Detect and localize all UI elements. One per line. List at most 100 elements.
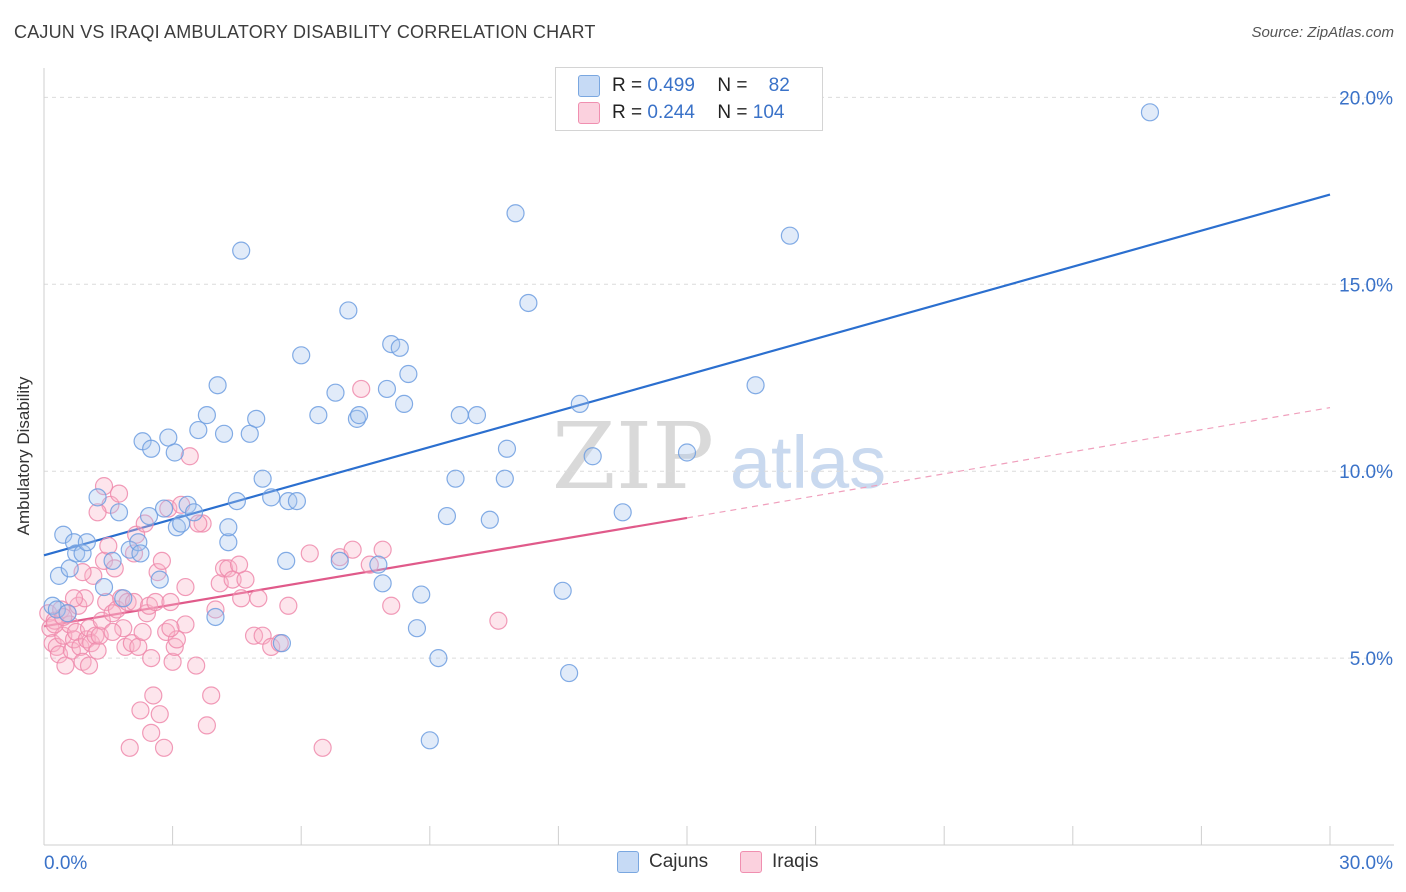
- iraqi-point: [489, 611, 508, 630]
- legend-n-label: N =: [717, 102, 748, 123]
- iraqi-point: [167, 630, 186, 649]
- cajun-point: [780, 226, 799, 245]
- iraqis-swatch: [578, 102, 600, 124]
- iraqi-point: [382, 596, 401, 615]
- cajun-point: [583, 447, 602, 466]
- cajun-point: [326, 383, 345, 402]
- watermark-zip: ZIP: [552, 403, 714, 510]
- cajun-point: [450, 406, 469, 425]
- cajun-point: [495, 469, 514, 488]
- cajun-point: [159, 428, 178, 447]
- iraqi-point: [131, 701, 150, 720]
- iraqi-point: [86, 626, 105, 645]
- cajuns-swatch: [617, 851, 639, 873]
- iraqi-point: [120, 738, 139, 757]
- cajun-point: [88, 488, 107, 507]
- cajuns-swatch: [578, 75, 600, 97]
- iraqi-point: [150, 705, 169, 724]
- iraqi-point: [176, 577, 195, 597]
- cajun-point: [139, 506, 159, 526]
- iraqi-point: [97, 592, 116, 612]
- legend-r-value: 0.244: [647, 102, 695, 123]
- cajun-point: [150, 570, 169, 589]
- iraqi-point: [114, 619, 133, 638]
- legend-item-cajuns: Cajuns: [617, 851, 708, 873]
- iraqi-point: [84, 566, 103, 585]
- y-tick-label: 5.0%: [1350, 649, 1393, 670]
- iraqi-point: [133, 622, 152, 642]
- cajun-point: [373, 574, 392, 593]
- cajun-point: [109, 503, 129, 522]
- cajun-point: [232, 241, 251, 260]
- cajun-point: [165, 443, 184, 462]
- cajun-point: [560, 663, 579, 683]
- iraqi-point: [79, 656, 99, 675]
- cajun-point: [219, 518, 238, 537]
- cajun-point: [77, 533, 96, 552]
- iraqi-point: [279, 596, 298, 615]
- iraqi-point: [60, 615, 79, 634]
- iraqi-point: [142, 648, 161, 668]
- cajun-point: [570, 394, 589, 414]
- cajun-point: [253, 469, 272, 488]
- watermark-atlas: atlas: [730, 421, 886, 504]
- iraqis-trend-extension: [686, 407, 1331, 519]
- iraqi-point: [352, 379, 371, 399]
- cajun-point: [437, 506, 457, 526]
- iraqi-point: [206, 600, 225, 619]
- iraqi-point: [142, 723, 161, 742]
- cajun-point: [49, 566, 69, 585]
- iraqi-point: [161, 592, 180, 612]
- cajun-point: [94, 577, 114, 597]
- cajun-point: [480, 510, 499, 529]
- iraqi-point: [197, 716, 216, 735]
- cajun-point: [73, 544, 92, 563]
- cajun-point: [184, 503, 204, 522]
- cajun-point: [197, 406, 216, 425]
- cajun-point: [553, 581, 572, 600]
- axes: [43, 68, 1394, 846]
- cajun-point: [154, 499, 174, 518]
- iraqi-point: [88, 503, 107, 522]
- iraqi-point: [219, 559, 238, 578]
- iraqi-point: [105, 559, 124, 578]
- cajun-point: [214, 424, 234, 443]
- iraqi-point: [94, 477, 114, 496]
- x-tick-label: 0.0%: [44, 853, 87, 874]
- cajun-point: [407, 619, 427, 638]
- legend-label-iraqis: Iraqis: [772, 851, 819, 872]
- iraqi-point: [152, 551, 171, 571]
- legend-r-label: R =: [612, 75, 643, 96]
- cajun-point: [172, 514, 191, 533]
- cajun-point: [142, 439, 161, 458]
- cajun-point: [377, 379, 397, 399]
- iraqi-point: [56, 656, 75, 675]
- correlation-legend: R = 0.499 N = 82 R = 0.244 N = 104: [555, 67, 823, 131]
- cajun-point: [309, 406, 328, 425]
- tick-labels: 5.0% 10.0% 15.0% 20.0% 0.0% 30.0%: [44, 88, 1393, 874]
- iraqi-point: [154, 738, 174, 757]
- cajuns-trend-line: [43, 193, 1331, 557]
- legend-item-iraqis: Iraqis: [740, 851, 818, 873]
- cajun-point: [114, 589, 133, 608]
- cajun-point: [390, 338, 409, 357]
- cajun-point: [178, 495, 197, 514]
- iraqi-point: [373, 540, 392, 559]
- cajun-point: [131, 544, 150, 563]
- cajun-point: [262, 488, 281, 507]
- iraqi-point: [109, 484, 129, 503]
- iraqi-point: [161, 619, 180, 638]
- legend-row-cajuns: R = 0.499 N = 82: [578, 74, 790, 98]
- cajun-point: [429, 648, 448, 668]
- iraqis-points: [39, 379, 508, 757]
- y-tick-label: 10.0%: [1339, 462, 1393, 483]
- cajun-point: [206, 607, 225, 627]
- iraqi-point: [148, 563, 167, 582]
- cajun-point: [227, 491, 246, 511]
- cajun-point: [420, 731, 439, 750]
- iraqi-point: [187, 656, 206, 675]
- iraqi-point: [124, 592, 144, 612]
- cajun-point: [446, 469, 465, 488]
- legend-n-value: 104: [752, 102, 785, 123]
